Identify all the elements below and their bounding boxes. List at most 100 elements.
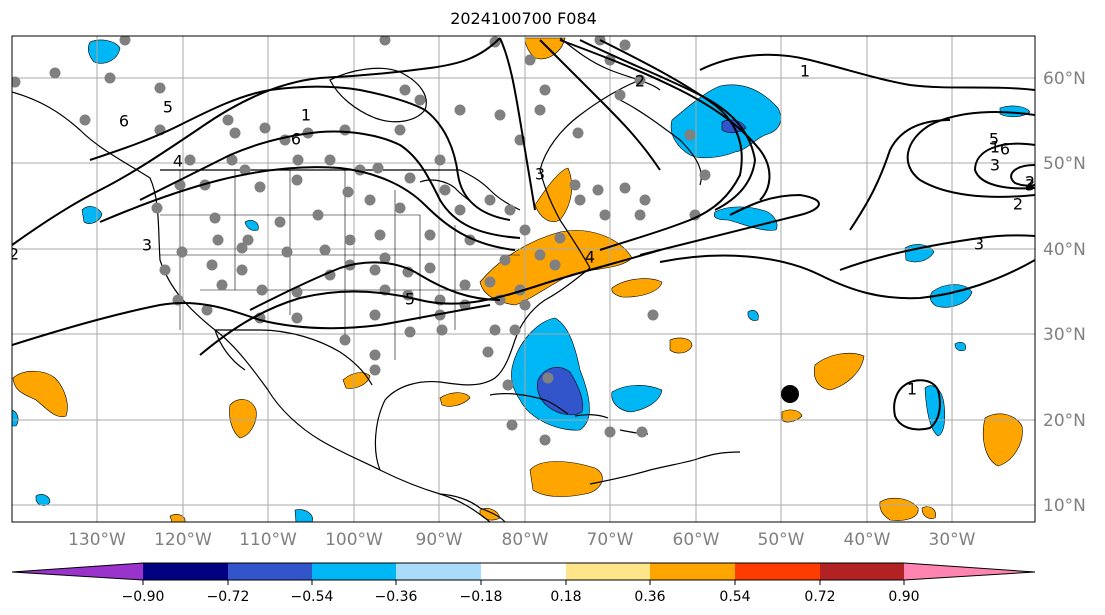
station-dot (534, 249, 546, 261)
negative-anomaly-region (244, 220, 259, 231)
station-dot (256, 284, 268, 296)
station-dot (519, 299, 531, 311)
station-dot (494, 109, 506, 121)
contour-label: 1 (990, 138, 1000, 157)
station-dot (339, 334, 351, 346)
station-dot (454, 204, 466, 216)
station-dot (484, 276, 496, 288)
station-dot (364, 194, 376, 206)
station-dot (394, 124, 406, 136)
colorbar-tick-label: −0.72 (207, 589, 250, 605)
contour-label: 6 (291, 130, 301, 149)
contour-label: 5 (405, 290, 415, 309)
contour-label: 2 (1025, 173, 1035, 192)
station-dot (504, 204, 516, 216)
positive-anomaly-region (781, 409, 803, 423)
longitude-label: 110°W (239, 530, 297, 550)
station-dot (154, 82, 166, 94)
station-dot (549, 259, 561, 271)
latitude-label: 40°N (1043, 240, 1086, 260)
station-dot (372, 162, 384, 174)
contour-line (1010, 164, 1035, 187)
negative-anomaly-region (88, 39, 121, 64)
station-dot (229, 127, 241, 139)
station-dot (647, 309, 659, 321)
latitude-labels: 60°N 50°N 40°N 30°N 20°N 10°N (1043, 69, 1086, 516)
colorbar-tick-label: −0.54 (291, 589, 334, 605)
station-dot (292, 154, 304, 166)
colorbar-tick-label: 0.36 (634, 589, 665, 605)
negative-anomaly-region (954, 342, 967, 352)
station-dot (539, 84, 551, 96)
contour-label: 5 (989, 130, 999, 149)
negative-anomaly-region (12, 409, 19, 427)
map-frame (11, 35, 1036, 523)
station-dot (599, 209, 611, 221)
station-dot (209, 212, 221, 224)
station-dot (342, 186, 354, 198)
station-dot (274, 216, 286, 228)
colorbar-tick-label: 0.90 (888, 589, 919, 605)
longitude-label: 90°W (416, 530, 463, 550)
colorbar-tick-label: 0.18 (550, 589, 581, 605)
station-dot (619, 39, 631, 51)
colorbar-segment (228, 563, 312, 580)
station-dot (399, 84, 411, 96)
colorbar-segment (735, 563, 820, 580)
longitude-label: 50°W (758, 530, 805, 550)
station-dot (699, 169, 711, 181)
station-dot (404, 172, 416, 184)
contour-line (99, 166, 516, 251)
longitude-label: 60°W (673, 530, 720, 550)
contour-label: 2 (1013, 195, 1023, 214)
station-dot (502, 379, 514, 391)
station-dot (454, 104, 466, 116)
station-dot (379, 36, 391, 46)
longitude-label: 100°W (325, 530, 383, 550)
contour-line (849, 119, 951, 231)
station-dot (499, 254, 511, 266)
station-dot (12, 76, 21, 88)
colorbar-tick-label: 0.54 (719, 589, 750, 605)
hispaniola (574, 414, 609, 419)
contour-line (139, 130, 521, 239)
colorbar (11, 562, 1036, 581)
station-dot (436, 324, 448, 336)
station-dot (312, 209, 324, 221)
positive-anomaly-region (813, 353, 865, 391)
longitude-label: 40°W (844, 530, 891, 550)
colorbar-tick-label: −0.36 (375, 589, 418, 605)
contour-line (12, 301, 491, 346)
latitude-label: 10°N (1043, 496, 1086, 516)
contour-line (893, 379, 941, 431)
contour-line (699, 53, 1035, 91)
station-dot (159, 264, 171, 276)
station-dot (201, 304, 213, 316)
station-dot (184, 154, 196, 166)
station-dot (369, 264, 381, 276)
colorbar-segment (312, 563, 396, 580)
negative-anomaly-region (294, 509, 313, 522)
station-dot (554, 232, 566, 244)
station-dot (634, 74, 646, 86)
station-dot (239, 164, 251, 176)
station-dot (104, 72, 116, 84)
station-dot (619, 182, 631, 194)
station-dot (79, 114, 91, 126)
contour-label: 3 (974, 235, 984, 254)
station-dot (639, 194, 651, 206)
station-dot (519, 224, 531, 236)
contour-line (89, 85, 511, 221)
contour-label: 1 (800, 62, 810, 81)
positive-anomaly-region (529, 461, 603, 497)
contour-label: 3 (535, 165, 545, 184)
station-dot (216, 279, 228, 291)
station-dot (484, 194, 496, 206)
contour-line (599, 39, 743, 251)
station-dot (634, 209, 646, 221)
colorbar-segment (12, 563, 143, 580)
contour-label: 3 (990, 156, 1000, 175)
station-dot (534, 104, 546, 116)
positive-anomaly-region (921, 506, 936, 519)
station-markers (12, 36, 711, 446)
